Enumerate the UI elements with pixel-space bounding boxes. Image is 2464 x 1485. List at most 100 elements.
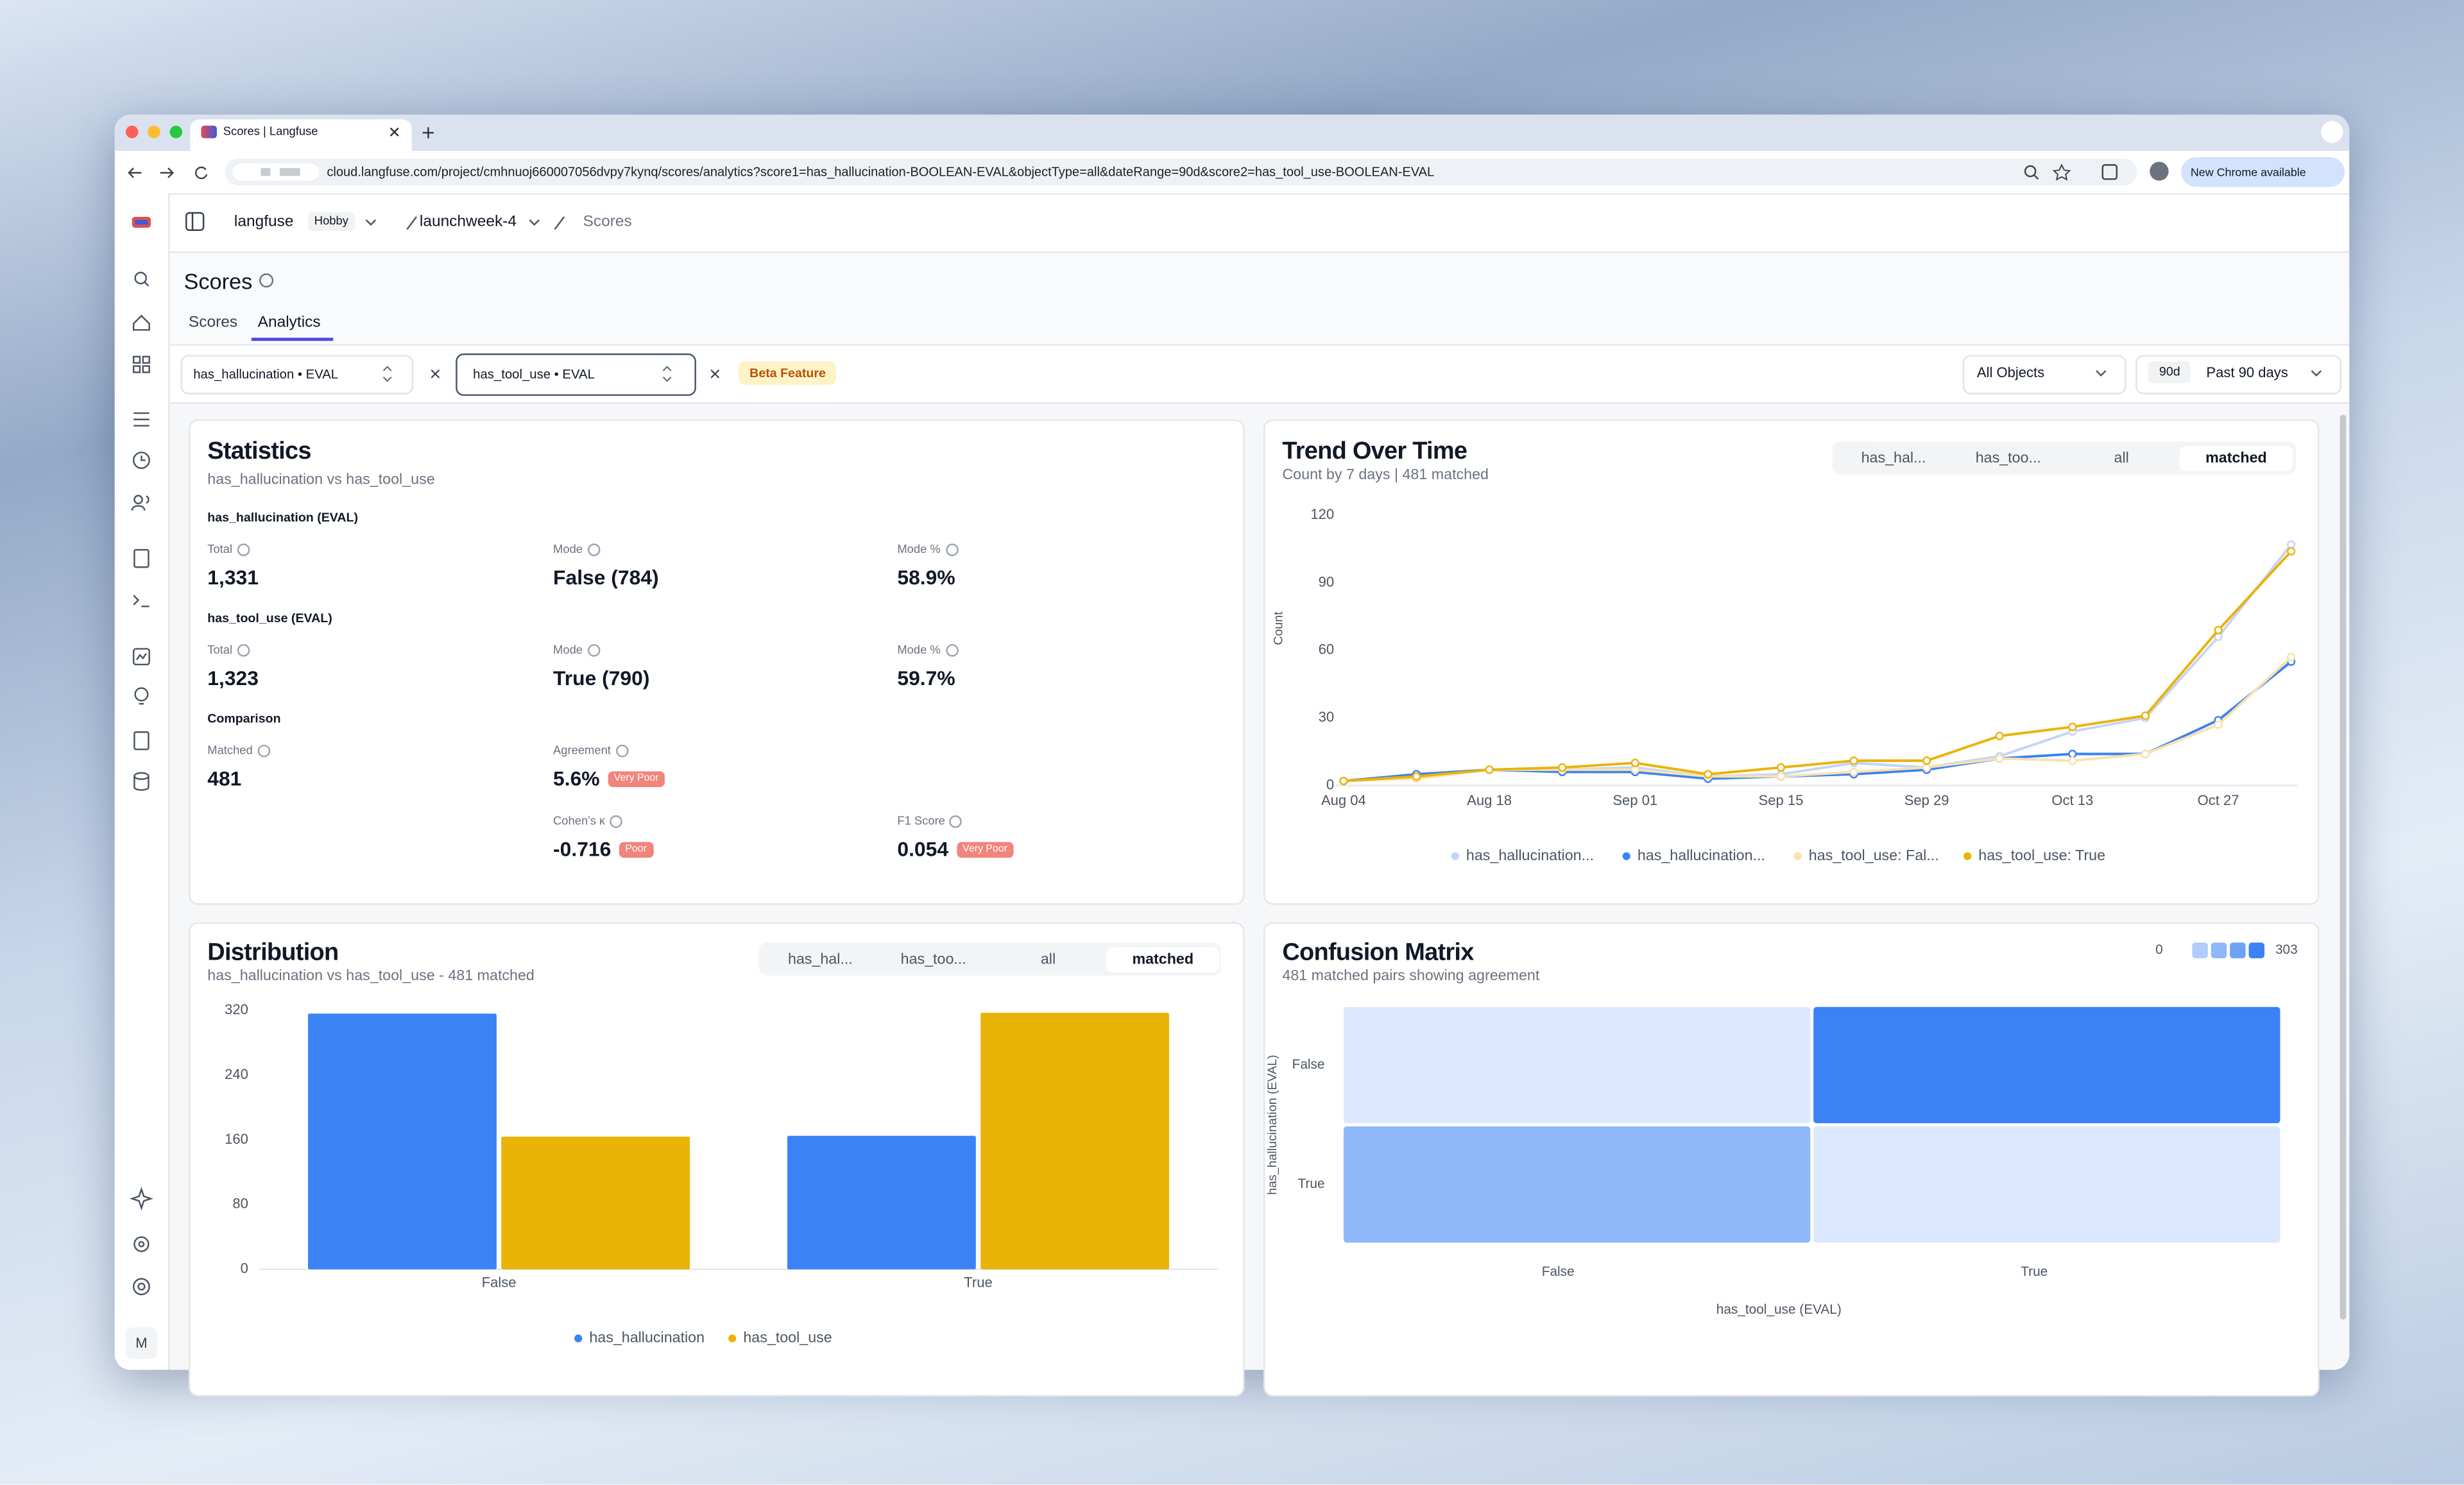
panel-tab[interactable]: has_hal... — [1861, 449, 1926, 466]
url: cloud.langfuse.com/project/cmhnuoj660007… — [327, 164, 1435, 178]
data-point — [1922, 763, 1931, 772]
legend-swatch — [1451, 852, 1459, 860]
x-tick-label: Oct 27 — [2198, 792, 2239, 808]
matrix-cell — [1343, 1006, 1811, 1124]
scale-min-label: 0 — [2155, 942, 2163, 957]
data-point — [1485, 765, 1494, 774]
profile-avatar[interactable] — [2150, 162, 2169, 181]
data-point — [2068, 756, 2077, 765]
select-icons[interactable] — [377, 361, 739, 386]
data-point — [2141, 749, 2150, 758]
sidebar-toggle[interactable] — [184, 210, 206, 232]
close-window[interactable] — [125, 125, 139, 139]
panel-tab[interactable]: has_hal... — [788, 950, 853, 967]
y-tick-label: 90 — [1319, 573, 1335, 590]
score1-select[interactable] — [180, 355, 414, 395]
y-tick-label: 30 — [1319, 709, 1335, 725]
card-title: Statistics — [207, 438, 311, 465]
score2-select[interactable] — [456, 353, 696, 396]
site-icon — [261, 168, 271, 176]
nav-buttons[interactable] — [126, 164, 214, 182]
card-subtitle: 481 matched pairs showing agreement — [1282, 967, 1540, 985]
browser-tab[interactable] — [190, 119, 412, 151]
toolbar-icons[interactable] — [2021, 162, 2130, 183]
scale-max-label: 303 — [2275, 942, 2298, 957]
range-value: Past 90 days — [2206, 364, 2288, 380]
maximize-window[interactable] — [169, 125, 183, 139]
scale-swatch — [2192, 942, 2208, 958]
data-point — [1630, 758, 1639, 768]
scale-swatch — [2248, 942, 2265, 958]
card-title: Distribution — [207, 939, 339, 967]
object-select[interactable] — [1962, 355, 2126, 395]
score2-value: has_tool_use • EVAL — [473, 365, 595, 381]
legend-label: has_hallucination... — [1638, 847, 1765, 863]
x-tick-label: Sep 01 — [1613, 792, 1657, 808]
row-label: False — [1292, 1057, 1325, 1072]
series-line — [1343, 550, 2293, 783]
panel-tab[interactable]: matched — [2205, 449, 2267, 466]
site-info[interactable] — [232, 163, 320, 181]
y-tick-label: 0 — [1326, 776, 1334, 792]
panel-tab[interactable]: all — [1041, 950, 1056, 967]
minimize-window[interactable] — [148, 125, 160, 139]
x-tick-label: Oct 13 — [2051, 792, 2093, 808]
card-subtitle: Count by 7 days | 481 matched — [1282, 466, 1489, 484]
bar — [980, 1012, 1170, 1269]
update-button[interactable]: New Chrome available — [2181, 157, 2345, 187]
data-point — [2068, 749, 2077, 758]
data-point — [2287, 652, 2296, 662]
trend-card — [1263, 419, 2320, 905]
bar — [501, 1136, 690, 1269]
panel-tab[interactable]: has_too... — [1976, 449, 2041, 466]
panel-tab[interactable]: has_too... — [901, 950, 966, 967]
y-axis-label: Count — [1272, 611, 1286, 645]
user-avatar[interactable]: M — [125, 1327, 157, 1359]
panel-tab[interactable]: all — [2114, 449, 2129, 466]
plan-badge: Hobby — [308, 212, 355, 230]
tab-strip — [114, 114, 2350, 151]
divider — [114, 193, 2350, 195]
legend-swatch — [574, 1334, 583, 1343]
data-point — [1995, 754, 2004, 763]
series-line — [1343, 543, 2293, 783]
info-icon[interactable] — [259, 273, 274, 288]
favicon — [201, 125, 217, 139]
data-point — [1412, 772, 1421, 781]
tab-underline — [251, 337, 334, 341]
data-point — [2141, 711, 2150, 720]
panel-tab[interactable]: matched — [1132, 950, 1194, 967]
new-tab[interactable] — [421, 126, 435, 140]
matrix-cell — [1813, 1126, 2280, 1243]
x-tick-label: Aug 18 — [1467, 792, 1512, 808]
tab-close[interactable] — [388, 126, 401, 139]
data-point — [2287, 540, 2296, 549]
x-tick-label: Sep 15 — [1759, 792, 1804, 808]
address-bar[interactable] — [225, 158, 2137, 185]
dropdown-chevrons — [2096, 370, 2322, 377]
data-point — [2068, 722, 2077, 731]
breadcrumb-separators — [365, 216, 565, 230]
data-point — [1776, 763, 1786, 772]
y-tick-label: 240 — [225, 1066, 248, 1082]
y-tick-label: 80 — [232, 1196, 248, 1212]
scale-swatch — [2230, 942, 2246, 958]
org-name[interactable]: langfuse — [234, 212, 294, 230]
bar — [787, 1135, 976, 1269]
sidebar-icons[interactable] — [126, 204, 157, 1359]
sidebar — [114, 193, 170, 1370]
data-point — [1849, 756, 1858, 765]
data-point — [1558, 763, 1567, 772]
tab-active[interactable]: Analytics — [257, 314, 321, 332]
project-name[interactable]: launchweek-4 — [419, 212, 517, 230]
x-tick-label: Sep 29 — [1904, 792, 1949, 808]
tab[interactable]: Scores — [188, 314, 238, 332]
scrollbar[interactable] — [2340, 414, 2347, 1320]
legend-label: has_tool_use: True — [1978, 847, 2105, 863]
page-crumb: Scores — [583, 212, 632, 230]
tab-search[interactable] — [2321, 121, 2343, 143]
object-value: All Objects — [1976, 364, 2045, 380]
data-point — [1922, 756, 1931, 765]
scale-swatch — [2211, 942, 2227, 958]
